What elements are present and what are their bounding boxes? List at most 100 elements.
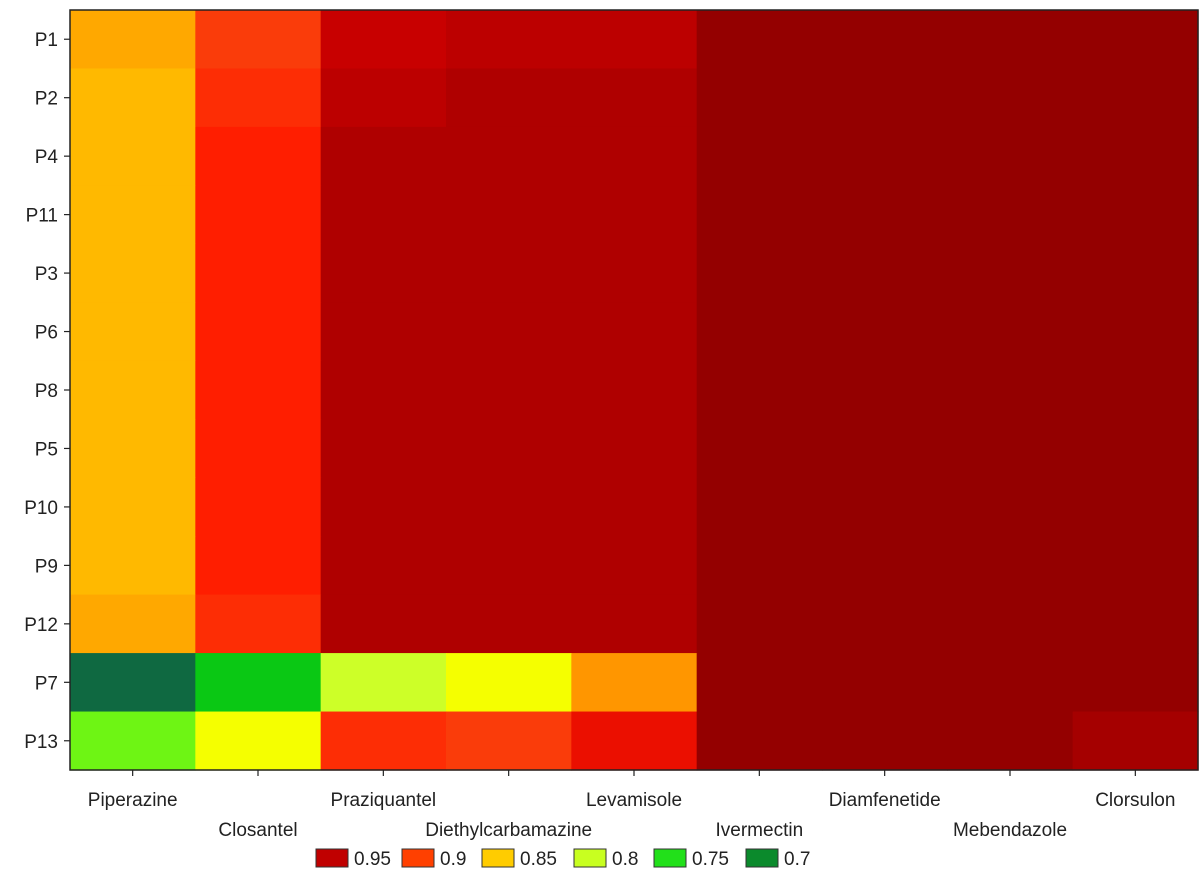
heatmap-cell-P10-Ivermectin <box>696 477 823 537</box>
heatmap-cell-P8-Clorsulon <box>1072 360 1199 420</box>
heatmap-cell-P2-Diethylcarbamazine <box>446 68 572 128</box>
heatmap-cell-P8-Levamisole <box>571 360 698 420</box>
heatmap-cell-P10-Diamfenetide <box>822 477 948 537</box>
heatmap-cell-P4-Levamisole <box>571 126 698 186</box>
heatmap-cell-P13-Praziquantel <box>320 711 447 771</box>
heatmap-cell-P10-Praziquantel <box>320 477 447 537</box>
legend-swatch-0.7 <box>745 848 779 868</box>
heatmap-cell-P10-Clorsulon <box>1072 477 1199 537</box>
axis-ticks <box>64 38 1136 776</box>
heatmap-cell-P9-Closantel <box>195 536 322 596</box>
heatmap-cell-P6-Mebendazole <box>947 302 1074 362</box>
heatmap-cell-P3-Levamisole <box>571 243 698 303</box>
legend-swatch-0.95 <box>315 848 349 868</box>
heatmap-cell-P12-Clorsulon <box>1072 594 1199 654</box>
heatmap-cell-P11-Mebendazole <box>947 185 1074 245</box>
heatmap-cell-P2-Praziquantel <box>320 68 447 128</box>
heatmap-cell-P8-Piperazine <box>70 360 196 420</box>
heatmap-cell-P11-Praziquantel <box>320 185 447 245</box>
heatmap-cell-P9-Ivermectin <box>696 536 823 596</box>
heatmap-cell-P1-Diamfenetide <box>822 10 948 70</box>
heatmap-cell-P3-Ivermectin <box>696 243 823 303</box>
heatmap-cell-P7-Clorsulon <box>1072 653 1199 713</box>
heatmap-cell-P9-Clorsulon <box>1072 536 1199 596</box>
heatmap-cell-P12-Ivermectin <box>696 594 823 654</box>
y-tick-label-P9: P9 <box>35 556 58 577</box>
y-tick-label-P3: P3 <box>35 264 58 285</box>
heatmap-cell-P1-Piperazine <box>70 10 196 70</box>
x-tick-label-Mebendazole: Mebendazole <box>953 820 1067 841</box>
y-tick-label-P8: P8 <box>35 381 58 402</box>
heatmap-cell-P13-Piperazine <box>70 711 196 771</box>
heatmap-cell-P12-Closantel <box>195 594 322 654</box>
legend-label-0.75: 0.75 <box>692 849 729 870</box>
heatmap-cell-P11-Piperazine <box>70 185 196 245</box>
heatmap-cell-P3-Closantel <box>195 243 322 303</box>
x-tick-label-Praziquantel: Praziquantel <box>331 790 437 811</box>
heatmap-cell-P1-Clorsulon <box>1072 10 1199 70</box>
heatmap-cell-P9-Piperazine <box>70 536 196 596</box>
x-tick-label-Clorsulon: Clorsulon <box>1095 790 1175 811</box>
y-tick-label-P6: P6 <box>35 323 58 344</box>
y-tick-label-P5: P5 <box>35 439 58 460</box>
heatmap-cell-P8-Praziquantel <box>320 360 447 420</box>
x-tick-label-Diethylcarbamazine: Diethylcarbamazine <box>425 820 592 841</box>
heatmap-cell-P4-Diethylcarbamazine <box>446 126 572 186</box>
heatmap-cell-P6-Ivermectin <box>696 302 823 362</box>
heatmap-cell-P10-Levamisole <box>571 477 698 537</box>
heatmap-cell-P2-Ivermectin <box>696 68 823 128</box>
y-tick-label-P4: P4 <box>35 147 59 168</box>
heatmap-cell-P9-Diethylcarbamazine <box>446 536 572 596</box>
y-tick-label-P2: P2 <box>35 89 58 110</box>
heatmap-cell-P9-Levamisole <box>571 536 698 596</box>
heatmap-cell-P8-Diethylcarbamazine <box>446 360 572 420</box>
heatmap-cell-P13-Mebendazole <box>947 711 1074 771</box>
heatmap-cell-P8-Mebendazole <box>947 360 1074 420</box>
heatmap-cell-P1-Praziquantel <box>320 10 447 70</box>
heatmap-cell-P12-Mebendazole <box>947 594 1074 654</box>
heatmap-cell-P9-Mebendazole <box>947 536 1074 596</box>
heatmap-cell-P4-Ivermectin <box>696 126 823 186</box>
y-tick-label-P12: P12 <box>24 615 58 636</box>
heatmap-cell-P9-Praziquantel <box>320 536 447 596</box>
heatmap-cell-P12-Levamisole <box>571 594 698 654</box>
heatmap-cell-P7-Diethylcarbamazine <box>446 653 572 713</box>
heatmap-cell-P6-Piperazine <box>70 302 196 362</box>
heatmap-cell-P1-Closantel <box>195 10 322 70</box>
heatmap-cell-P9-Diamfenetide <box>822 536 948 596</box>
heatmap-cell-P13-Ivermectin <box>696 711 823 771</box>
legend-swatch-0.9 <box>401 848 435 868</box>
heatmap-cell-P13-Clorsulon <box>1072 711 1199 771</box>
x-tick-label-Closantel: Closantel <box>218 820 297 841</box>
heatmap-cell-P7-Closantel <box>195 653 322 713</box>
heatmap-cell-P5-Praziquantel <box>320 419 447 479</box>
legend-label-0.95: 0.95 <box>354 849 391 870</box>
heatmap-cell-P11-Diamfenetide <box>822 185 948 245</box>
heatmap-cell-P11-Levamisole <box>571 185 698 245</box>
legend-label-0.8: 0.8 <box>612 849 638 870</box>
x-tick-label-Ivermectin: Ivermectin <box>716 820 804 841</box>
heatmap-cell-P5-Ivermectin <box>696 419 823 479</box>
x-tick-label-Levamisole: Levamisole <box>586 790 682 811</box>
y-tick-label-P1: P1 <box>35 30 58 51</box>
heatmap-cell-P5-Diethylcarbamazine <box>446 419 572 479</box>
heatmap-cell-P5-Closantel <box>195 419 322 479</box>
heatmap-cell-P7-Praziquantel <box>320 653 447 713</box>
y-axis-labels: P1 P2 P4 P11 P3 P6 P8 P5 P10 P9 P12 P7 P13 <box>24 30 58 753</box>
y-tick-label-P13: P13 <box>24 732 58 753</box>
heatmap-cell-P5-Diamfenetide <box>822 419 948 479</box>
y-tick-label-P11: P11 <box>26 206 58 227</box>
heatmap-cell-P7-Piperazine <box>70 653 196 713</box>
x-tick-label-Diamfenetide: Diamfenetide <box>829 790 941 811</box>
heatmap-cell-P6-Diamfenetide <box>822 302 948 362</box>
heatmap-cell-P5-Clorsulon <box>1072 419 1199 479</box>
heatmap-cell-P6-Closantel <box>195 302 322 362</box>
heatmap-cells <box>70 10 1199 771</box>
heatmap-cell-P4-Diamfenetide <box>822 126 948 186</box>
heatmap-cell-P13-Levamisole <box>571 711 698 771</box>
heatmap-cell-P3-Clorsulon <box>1072 243 1199 303</box>
heatmap-cell-P2-Diamfenetide <box>822 68 948 128</box>
heatmap-cell-P11-Ivermectin <box>696 185 823 245</box>
legend-swatch-0.75 <box>653 848 687 868</box>
